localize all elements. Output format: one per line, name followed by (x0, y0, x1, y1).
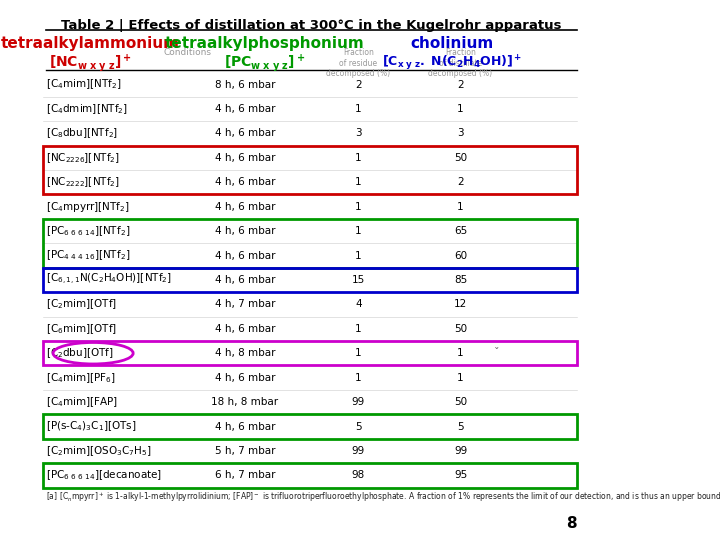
Text: 6 h, 7 mbar: 6 h, 7 mbar (215, 470, 275, 481)
Text: [C$_8$dbu][NTf$_2$]: [C$_8$dbu][NTf$_2$] (46, 126, 118, 140)
Text: 4 h, 6 mbar: 4 h, 6 mbar (215, 324, 275, 334)
Text: 5: 5 (355, 422, 361, 431)
Text: 1: 1 (355, 251, 361, 260)
Text: 1: 1 (457, 348, 464, 358)
Text: 99: 99 (351, 397, 365, 407)
Text: 1: 1 (355, 201, 361, 212)
Text: 50: 50 (454, 153, 467, 163)
Text: tetraalkylammonium: tetraalkylammonium (1, 36, 180, 51)
Text: 4 h, 6 mbar: 4 h, 6 mbar (215, 226, 275, 236)
Text: 98: 98 (351, 470, 365, 481)
Text: 4 h, 6 mbar: 4 h, 6 mbar (215, 422, 275, 431)
Text: [C$_2$mim][OTf]: [C$_2$mim][OTf] (46, 298, 117, 311)
Text: 8 h, 6 mbar: 8 h, 6 mbar (215, 79, 275, 90)
Text: 5: 5 (457, 422, 464, 431)
Text: [C$_{6,1,1}$N(C$_2$H$_4$OH)][NTf$_2$]: [C$_{6,1,1}$N(C$_2$H$_4$OH)][NTf$_2$] (46, 272, 172, 287)
Text: [NC$_{2222}$][NTf$_2$]: [NC$_{2222}$][NTf$_2$] (46, 176, 120, 189)
Text: 95: 95 (454, 470, 467, 481)
Text: 99: 99 (454, 446, 467, 456)
Text: 4 h, 6 mbar: 4 h, 6 mbar (215, 177, 275, 187)
Text: 99: 99 (351, 446, 365, 456)
Text: 5 h, 7 mbar: 5 h, 7 mbar (215, 446, 275, 456)
Text: 3: 3 (355, 129, 361, 138)
Text: 1: 1 (355, 348, 361, 358)
Text: [PC$_{6\ 6\ 6\ 14}$][NTf$_2$]: [PC$_{6\ 6\ 6\ 14}$][NTf$_2$] (46, 224, 130, 238)
Text: 12: 12 (454, 299, 467, 309)
Text: 4 h, 6 mbar: 4 h, 6 mbar (215, 275, 275, 285)
Text: 4 h, 6 mbar: 4 h, 6 mbar (215, 373, 275, 383)
Text: [C$_2$dbu][OTf]: [C$_2$dbu][OTf] (46, 346, 114, 360)
Text: 1: 1 (355, 177, 361, 187)
Text: 4 h, 6 mbar: 4 h, 6 mbar (215, 153, 275, 163)
Text: 1: 1 (355, 226, 361, 236)
Text: 4 h, 6 mbar: 4 h, 6 mbar (215, 129, 275, 138)
Text: Conditions: Conditions (163, 48, 211, 57)
Text: 1: 1 (355, 153, 361, 163)
Text: [C$_4$mim][NTf$_2$]: [C$_4$mim][NTf$_2$] (46, 78, 122, 91)
Text: Fraction
of distillate
decomposed (%): Fraction of distillate decomposed (%) (428, 48, 492, 78)
Text: 4 h, 6 mbar: 4 h, 6 mbar (215, 104, 275, 114)
Text: 15: 15 (351, 275, 365, 285)
Text: 2: 2 (457, 79, 464, 90)
Text: [PC$_{6\ 6\ 6\ 14}$][decanoate]: [PC$_{6\ 6\ 6\ 14}$][decanoate] (46, 469, 163, 482)
Text: ˇ: ˇ (494, 348, 499, 358)
Text: [a] [C$_n$mpyrr]$^+$ is 1-alkyl-1-methylpyrrolidinium; [FAP]$^-$ is trifluorotri: [a] [C$_n$mpyrr]$^+$ is 1-alkyl-1-methyl… (46, 490, 720, 504)
Text: 3: 3 (457, 129, 464, 138)
Text: 2: 2 (355, 79, 361, 90)
Text: 2: 2 (457, 177, 464, 187)
Text: [NC$_{2226}$][NTf$_2$]: [NC$_{2226}$][NTf$_2$] (46, 151, 120, 165)
Text: [PC$_{4\ 4\ 4\ 16}$][NTf$_2$]: [PC$_{4\ 4\ 4\ 16}$][NTf$_2$] (46, 248, 130, 262)
Text: $\mathbf{[C_{x\ y\ z}.\ N(C_2H_4OH)]^+}$: $\mathbf{[C_{x\ y\ z}.\ N(C_2H_4OH)]^+}$ (382, 53, 523, 73)
Text: 4 h, 6 mbar: 4 h, 6 mbar (215, 201, 275, 212)
Text: 8: 8 (566, 516, 577, 531)
Text: 1: 1 (457, 201, 464, 212)
Text: tetraalkylphosphonium: tetraalkylphosphonium (164, 36, 364, 51)
Text: cholinium: cholinium (410, 36, 494, 51)
Text: 4 h, 7 mbar: 4 h, 7 mbar (215, 299, 275, 309)
Text: 18 h, 8 mbar: 18 h, 8 mbar (212, 397, 279, 407)
Text: Table 2 | Effects of distillation at 300°C in the Kugelrohr apparatus: Table 2 | Effects of distillation at 300… (61, 18, 562, 31)
Text: $\mathbf{[PC_{w\ x\ y\ z}]^+}$: $\mathbf{[PC_{w\ x\ y\ z}]^+}$ (224, 52, 305, 74)
Text: 50: 50 (454, 324, 467, 334)
Text: 1: 1 (355, 373, 361, 383)
Text: 4 h, 6 mbar: 4 h, 6 mbar (215, 251, 275, 260)
Text: Fraction
of residue
decomposed (%): Fraction of residue decomposed (%) (326, 48, 390, 78)
Text: 1: 1 (457, 373, 464, 383)
Text: 1: 1 (355, 324, 361, 334)
Text: 60: 60 (454, 251, 467, 260)
Text: [C$_6$mim][OTf]: [C$_6$mim][OTf] (46, 322, 117, 336)
Text: 4: 4 (355, 299, 361, 309)
Text: 1: 1 (457, 104, 464, 114)
Text: [C$_4$mim][PF$_6$]: [C$_4$mim][PF$_6$] (46, 371, 116, 384)
Text: 65: 65 (454, 226, 467, 236)
Text: [C$_4$mim][FAP]: [C$_4$mim][FAP] (46, 395, 118, 409)
Text: [C$_2$mim][OSO$_3$C$_7$H$_5$]: [C$_2$mim][OSO$_3$C$_7$H$_5$] (46, 444, 152, 458)
Text: 50: 50 (454, 397, 467, 407)
Text: 4 h, 8 mbar: 4 h, 8 mbar (215, 348, 275, 358)
Text: [P(s-C$_4$)$_3$C$_1$][OTs]: [P(s-C$_4$)$_3$C$_1$][OTs] (46, 420, 137, 434)
Text: $\mathbf{[NC_{w\ x\ y\ z}]^+}$: $\mathbf{[NC_{w\ x\ y\ z}]^+}$ (49, 52, 132, 74)
Text: 85: 85 (454, 275, 467, 285)
Text: [C$_4$dmim][NTf$_2$]: [C$_4$dmim][NTf$_2$] (46, 102, 128, 116)
Text: 1: 1 (355, 104, 361, 114)
Text: [C$_4$mpyrr][NTf$_2$]: [C$_4$mpyrr][NTf$_2$] (46, 200, 130, 214)
